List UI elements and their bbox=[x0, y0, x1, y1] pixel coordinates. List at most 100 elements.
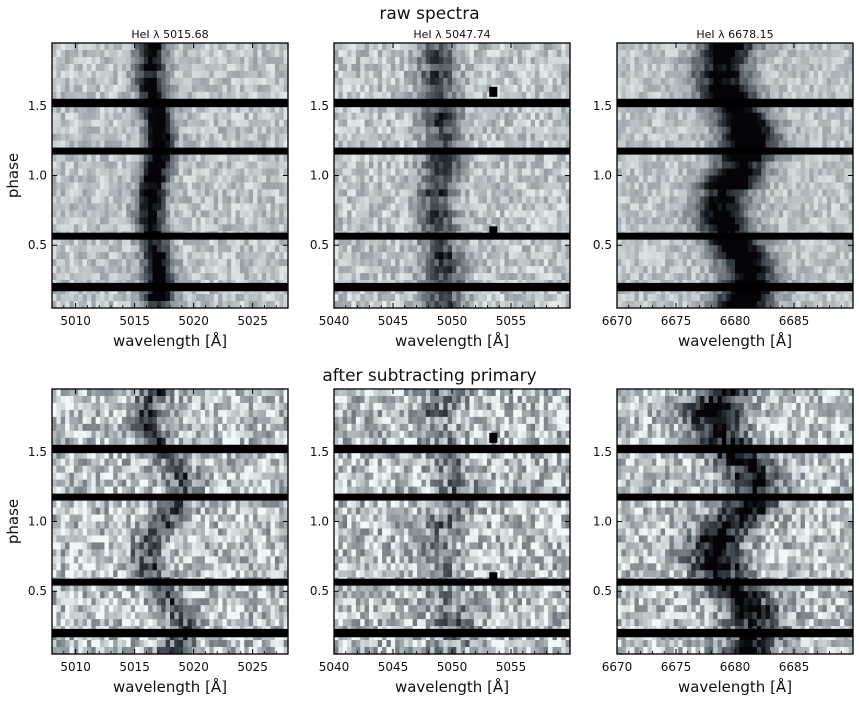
heatmap-cell bbox=[500, 49, 506, 58]
heatmap-cell bbox=[761, 112, 767, 121]
heatmap-cell bbox=[495, 56, 501, 65]
heatmap-cell bbox=[253, 168, 259, 177]
heatmap-cell bbox=[152, 266, 158, 274]
heatmap-cell bbox=[117, 203, 123, 211]
heatmap-cell bbox=[495, 126, 501, 135]
heatmap-cell bbox=[347, 77, 353, 86]
heatmap-cell bbox=[530, 56, 536, 65]
heatmap-cell bbox=[561, 210, 567, 218]
heatmap-cell bbox=[491, 126, 497, 135]
heatmap-cell bbox=[368, 77, 374, 86]
heatmap-cell bbox=[752, 77, 758, 86]
heatmap-cell bbox=[408, 43, 414, 51]
heatmap-cell bbox=[355, 301, 361, 309]
heatmap-cell bbox=[634, 43, 640, 51]
heatmap-cell bbox=[621, 63, 627, 72]
heatmap-cell bbox=[360, 126, 366, 135]
heatmap-cell bbox=[508, 175, 514, 184]
heatmap-cell bbox=[508, 217, 514, 225]
heatmap-cell bbox=[504, 126, 510, 135]
heatmap-cell bbox=[126, 210, 132, 218]
heatmap-cell bbox=[686, 105, 692, 114]
heatmap-cell bbox=[783, 49, 789, 58]
heatmap-cell bbox=[748, 43, 754, 51]
heatmap-cell bbox=[813, 49, 819, 58]
heatmap-cell bbox=[222, 133, 228, 142]
heatmap-cell bbox=[200, 161, 206, 170]
heatmap-cell bbox=[826, 56, 832, 65]
heatmap-cell bbox=[69, 182, 75, 191]
heatmap-cell bbox=[621, 126, 627, 135]
heatmap-cell bbox=[100, 105, 106, 114]
heatmap-cell bbox=[218, 245, 224, 253]
heatmap-cell bbox=[368, 301, 374, 309]
heatmap-cell bbox=[334, 203, 339, 211]
heatmap-cell bbox=[399, 273, 405, 281]
heatmap-cell bbox=[399, 91, 405, 100]
heatmap-cell bbox=[438, 140, 444, 149]
heatmap-cell bbox=[543, 105, 549, 114]
heatmap-cell bbox=[638, 49, 644, 58]
heatmap-cell bbox=[126, 105, 132, 114]
heatmap-cell bbox=[261, 49, 267, 58]
heatmap-cell bbox=[139, 63, 145, 72]
heatmap-cell bbox=[625, 126, 631, 135]
heatmap-cell bbox=[126, 154, 132, 163]
heatmap-cell bbox=[104, 210, 110, 218]
heatmap-cell bbox=[399, 294, 405, 302]
heatmap-cell bbox=[469, 217, 475, 225]
heatmap-cell bbox=[486, 203, 492, 211]
heatmap-cell bbox=[548, 168, 554, 177]
heatmap-cell bbox=[482, 210, 488, 218]
heatmap-cell bbox=[209, 294, 215, 302]
heatmap-cell bbox=[73, 119, 79, 128]
heatmap-cell bbox=[752, 119, 758, 128]
heatmap-cell bbox=[274, 161, 280, 170]
heatmap-cell bbox=[543, 196, 549, 204]
heatmap-cell bbox=[839, 56, 845, 65]
heatmap-cell bbox=[395, 238, 401, 246]
heatmap-cell bbox=[434, 238, 440, 246]
heatmap-cell bbox=[508, 133, 514, 142]
heatmap-cell bbox=[283, 49, 289, 58]
heatmap-cell bbox=[748, 119, 754, 128]
heatmap-cell bbox=[704, 112, 710, 121]
heatmap-cell bbox=[469, 182, 475, 191]
heatmap-cell bbox=[377, 105, 383, 114]
heatmap-cell bbox=[270, 49, 276, 58]
heatmap-cell bbox=[726, 43, 732, 51]
heatmap-cell bbox=[473, 49, 479, 58]
heatmap-cell bbox=[421, 273, 427, 281]
heatmap-cell bbox=[373, 84, 379, 93]
heatmap-cell bbox=[100, 154, 106, 163]
heatmap-cell bbox=[95, 245, 101, 253]
heatmap-cell bbox=[543, 133, 549, 142]
heatmap-cell bbox=[82, 182, 88, 191]
heatmap-cell bbox=[686, 91, 692, 100]
heatmap-cell bbox=[769, 56, 775, 65]
heatmap-cell bbox=[65, 238, 71, 246]
heatmap-cell bbox=[222, 238, 228, 246]
heatmap-cell bbox=[412, 182, 418, 191]
heatmap-cell bbox=[121, 119, 127, 128]
heatmap-cell bbox=[456, 238, 462, 246]
heatmap-cell bbox=[226, 203, 232, 211]
heatmap-cell bbox=[91, 56, 97, 65]
heatmap-cell bbox=[543, 119, 549, 128]
heatmap-cell bbox=[535, 245, 541, 253]
heatmap-cell bbox=[417, 112, 423, 121]
heatmap-cell bbox=[630, 140, 636, 149]
heatmap-cell bbox=[700, 84, 706, 93]
heatmap-cell bbox=[412, 224, 418, 232]
heatmap-cell bbox=[274, 224, 280, 232]
heatmap-cell bbox=[226, 196, 232, 204]
heatmap-cell bbox=[69, 168, 75, 177]
heatmap-cell bbox=[178, 301, 184, 309]
heatmap-cell bbox=[226, 273, 232, 281]
heatmap-cell bbox=[491, 43, 497, 51]
heatmap-cell bbox=[386, 224, 392, 232]
heatmap-cell bbox=[403, 175, 409, 184]
heatmap-cell bbox=[377, 77, 383, 86]
heatmap-cell bbox=[682, 56, 688, 65]
heatmap-cell bbox=[165, 119, 171, 128]
